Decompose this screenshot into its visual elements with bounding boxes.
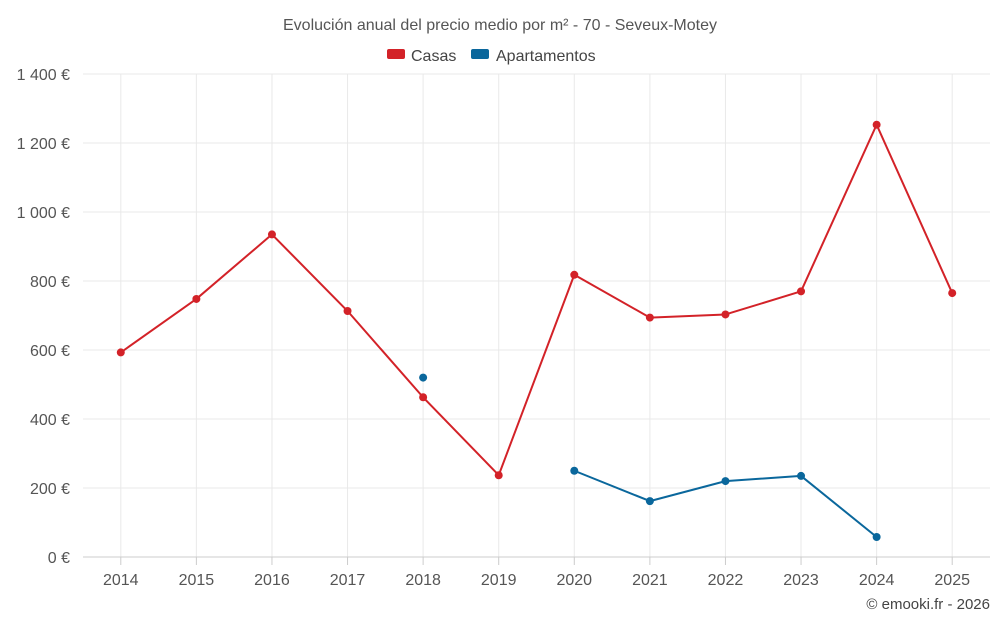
- series-line-segment-apartamentos: [573, 469, 651, 503]
- series-line-segment-casas: [270, 233, 349, 313]
- gridlines: [83, 73, 990, 557]
- data-point-casas-2020[interactable]: [570, 270, 579, 279]
- chart-title: Evolución anual del precio medio por m² …: [283, 17, 717, 34]
- data-point-casas-2016[interactable]: [267, 230, 276, 239]
- data-point-apartamentos-2018[interactable]: [419, 373, 428, 382]
- data-point-apartamentos-2022[interactable]: [721, 477, 730, 486]
- series-line-segment-apartamentos: [724, 474, 803, 483]
- data-point-casas-2021[interactable]: [645, 313, 654, 322]
- x-tick-label: 2014: [103, 572, 139, 589]
- legend-item-casas[interactable]: Casas: [387, 48, 456, 65]
- data-point-apartamentos-2020[interactable]: [570, 466, 579, 475]
- x-tick-label: 2025: [934, 572, 970, 589]
- y-tick-label: 600 €: [30, 343, 70, 360]
- series-line-segment-casas: [497, 273, 576, 477]
- data-point-casas-2018[interactable]: [419, 393, 428, 402]
- x-tick-label: 2019: [481, 572, 517, 589]
- data-point-casas-2024[interactable]: [872, 120, 881, 129]
- x-tick-label: 2016: [254, 572, 290, 589]
- series-line-segment-casas: [195, 233, 273, 300]
- data-point-apartamentos-2021[interactable]: [645, 497, 654, 506]
- data-point-casas-2017[interactable]: [343, 307, 352, 316]
- legend-item-apartamentos[interactable]: Apartamentos: [471, 48, 596, 65]
- series-line-segment-casas: [648, 313, 727, 319]
- data-point-casas-2022[interactable]: [721, 310, 730, 319]
- x-tick-label: 2018: [405, 572, 441, 589]
- data-point-casas-2015[interactable]: [192, 294, 201, 303]
- x-tick-label: 2023: [783, 572, 819, 589]
- series-line-segment-casas: [800, 123, 878, 293]
- legend: Casas Apartamentos: [387, 48, 596, 65]
- data-point-casas-2014[interactable]: [116, 348, 125, 357]
- x-tick-label: 2017: [330, 572, 366, 589]
- credit-text: © emooki.fr - 2026: [866, 596, 990, 613]
- x-tick-label: 2021: [632, 572, 668, 589]
- series-line-segment-casas: [346, 310, 425, 399]
- x-tick-label: 2020: [556, 572, 592, 589]
- y-tick-label: 400 €: [30, 412, 70, 429]
- y-tick-label: 800 €: [30, 274, 70, 291]
- y-tick-label: 200 €: [30, 481, 70, 498]
- series-casas: [116, 120, 957, 480]
- data-point-casas-2023[interactable]: [797, 287, 806, 296]
- series-line-segment-apartamentos: [800, 474, 878, 538]
- y-tick-label: 0 €: [48, 550, 70, 567]
- series-line-segment-casas: [724, 290, 803, 316]
- data-point-apartamentos-2023[interactable]: [797, 471, 806, 480]
- legend-swatch-casas: [387, 49, 405, 59]
- series-line-segment-casas: [422, 396, 500, 477]
- legend-swatch-apartamentos: [471, 49, 489, 59]
- series-line-segment-apartamentos: [648, 480, 727, 503]
- series-line-segment-casas: [573, 273, 651, 319]
- legend-label-apartamentos: Apartamentos: [496, 48, 596, 65]
- series-apartamentos: [419, 373, 881, 541]
- y-tick-label: 1 000 €: [17, 205, 70, 222]
- data-point-apartamentos-2024[interactable]: [872, 532, 881, 541]
- x-tick-label: 2015: [179, 572, 215, 589]
- series-line-segment-casas: [875, 123, 954, 295]
- y-tick-label: 1 400 €: [17, 67, 70, 84]
- y-tick-label: 1 200 €: [17, 136, 70, 153]
- x-tick-label: 2024: [859, 572, 895, 589]
- series-line-segment-casas: [119, 297, 198, 354]
- series: [116, 120, 957, 541]
- data-point-casas-2019[interactable]: [494, 471, 503, 480]
- data-point-casas-2025[interactable]: [948, 289, 957, 298]
- x-tick-label: 2022: [708, 572, 744, 589]
- axes: 0 € 200 € 400 € 600 € 800 € 1 000 € 1 200 € 1 4…: [17, 67, 990, 589]
- legend-label-casas: Casas: [411, 48, 456, 65]
